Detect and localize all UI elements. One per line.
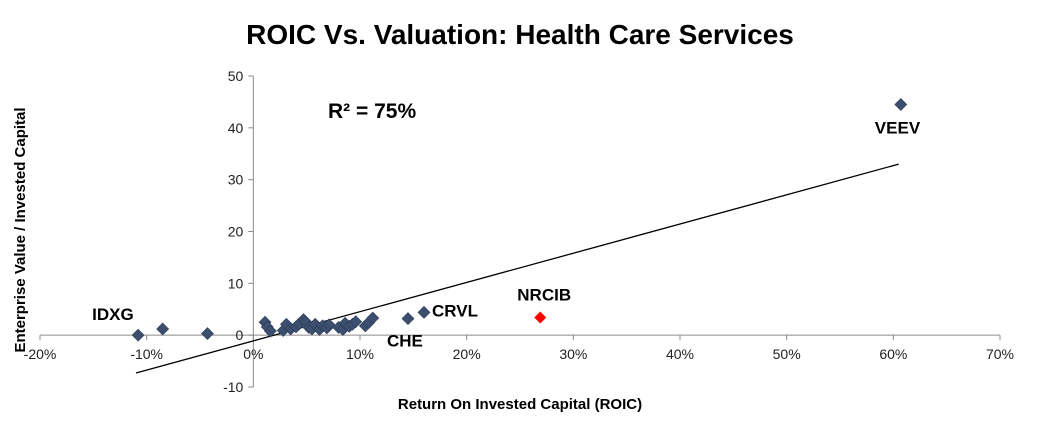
y-tick-label: 50 <box>228 68 244 84</box>
r-squared-annotation: R² = 75% <box>328 100 416 123</box>
y-tick-label: -10 <box>223 379 243 395</box>
x-tick-label: 20% <box>453 346 481 362</box>
x-tick-label: 40% <box>666 346 694 362</box>
point-label-che: CHE <box>387 332 423 351</box>
data-point <box>156 322 170 336</box>
y-tick-label: 10 <box>228 275 244 291</box>
data-point <box>401 312 415 326</box>
data-point <box>349 315 363 329</box>
y-tick-label: 30 <box>228 172 244 188</box>
x-tick-label: -20% <box>24 346 57 362</box>
trendline <box>135 163 899 374</box>
data-point <box>263 324 277 338</box>
x-tick-label: -10% <box>130 346 163 362</box>
axes: -10 0 10 20 30 40 50 -20% -10% 0% 10% 20% 30% 40% 50% 6… <box>24 68 1014 395</box>
point-label-crvl: CRVL <box>432 301 478 320</box>
data-point <box>131 328 145 342</box>
chart-title: ROIC Vs. Valuation: Health Care Services <box>246 19 794 50</box>
data-point <box>417 305 431 319</box>
data-point <box>322 318 336 332</box>
x-axis-title: Return On Invested Capital (ROIC) <box>398 396 642 413</box>
point-label-idxg: IDXG <box>92 305 134 324</box>
x-tick-label: 30% <box>559 346 587 362</box>
x-tick-label: 10% <box>346 346 374 362</box>
x-tick-label: 0% <box>243 346 263 362</box>
y-tick-label: 40 <box>228 120 244 136</box>
highlight-point <box>534 311 547 324</box>
x-tick-label: 70% <box>986 346 1014 362</box>
y-tick-label: 20 <box>228 224 244 240</box>
y-tick-label: 0 <box>236 327 244 343</box>
data-point <box>201 327 214 341</box>
trendline-group <box>135 163 899 374</box>
y-axis-title: Enterprise Value / Invested Capital <box>12 107 29 352</box>
point-label-veev: VEEV <box>875 119 921 138</box>
x-tick-label: 50% <box>773 346 801 362</box>
data-points <box>131 98 908 342</box>
point-label-nrcib: NRCIB <box>517 286 571 305</box>
data-point <box>894 98 908 111</box>
data-point <box>366 311 380 325</box>
x-tick-label: 60% <box>879 346 907 362</box>
point-labels: IDXG CHE CRVL NRCIB VEEV <box>92 119 921 351</box>
